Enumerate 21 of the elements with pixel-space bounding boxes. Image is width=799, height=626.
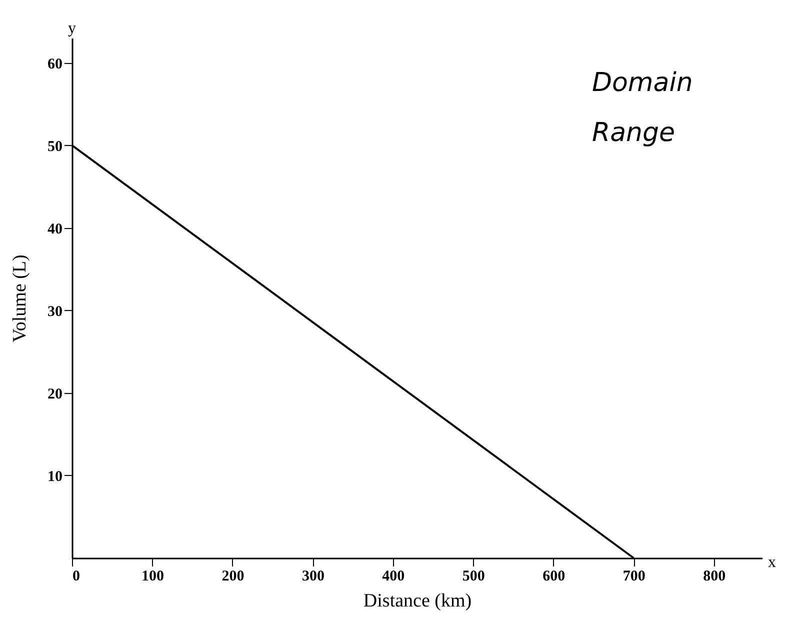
x-tick-label: 700	[622, 568, 646, 584]
x-tick-label: 300	[302, 568, 324, 584]
x-tick-label: 100	[141, 568, 164, 584]
x-axis-title: Distance (km)	[363, 590, 472, 612]
y-axis-title: Volume (L)	[10, 254, 30, 342]
x-tick-label: 800	[703, 568, 726, 584]
y-tick-label: 30	[48, 304, 62, 320]
x-tick-label: 0	[72, 568, 80, 584]
x-tick-label: 400	[382, 568, 405, 584]
x-tick-label: 600	[542, 568, 566, 584]
y-tick-label: 60	[48, 56, 62, 72]
y-tick-label: 10	[48, 468, 62, 485]
y-tick-label: 50	[48, 138, 62, 155]
annotation: Range	[592, 118, 675, 148]
x-tick-label: 500	[462, 568, 485, 584]
x-tick-label: 200	[222, 568, 244, 584]
text: x	[768, 554, 776, 571]
annotation: Domain	[592, 68, 693, 98]
y-tick-label: 40	[48, 221, 62, 238]
text: y	[68, 20, 76, 37]
y-tick-label: 20	[48, 386, 62, 402]
